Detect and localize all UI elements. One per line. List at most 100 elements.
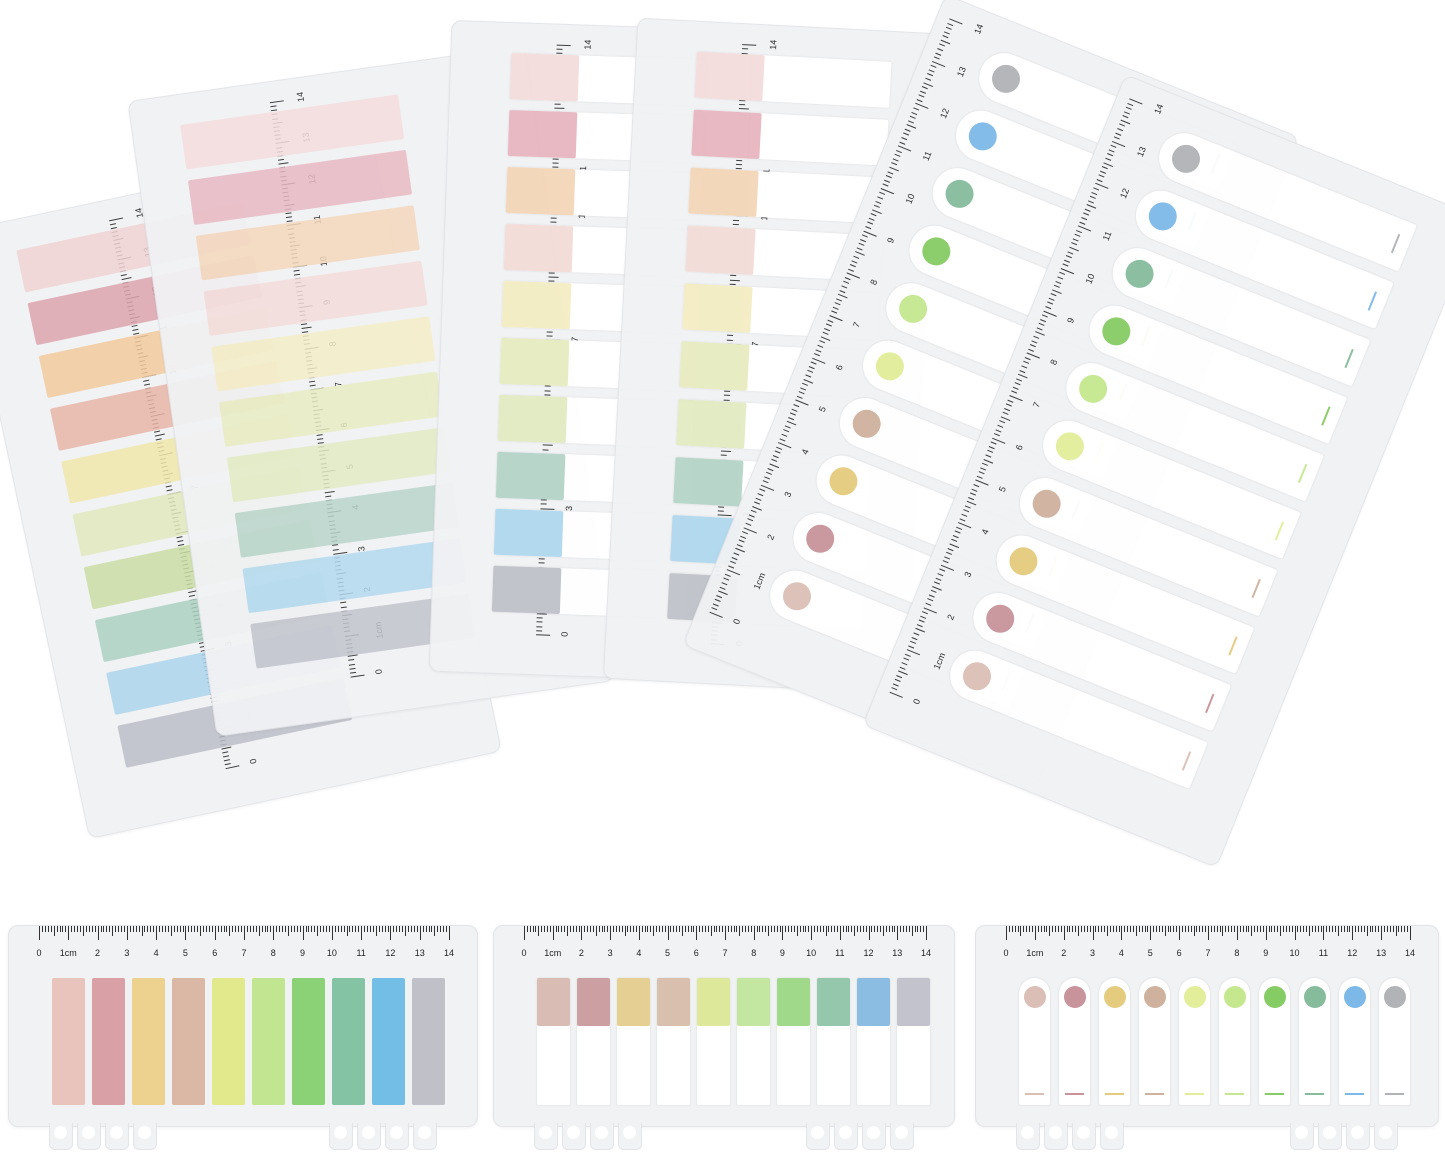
ruler-tick xyxy=(900,926,902,932)
sticky-tab xyxy=(1299,978,1330,1105)
sticky-tab xyxy=(697,978,730,1105)
tab-line xyxy=(1274,521,1285,541)
ruler-tick xyxy=(650,926,652,932)
ruler-tick xyxy=(85,926,87,932)
ruler-tick xyxy=(554,107,565,110)
ruler-tick xyxy=(1040,926,1042,932)
color-dot xyxy=(958,657,996,695)
ruler-tick xyxy=(569,926,571,932)
ruler-tick xyxy=(270,926,272,932)
tab-line xyxy=(1344,348,1354,368)
ruler-tick xyxy=(720,450,731,453)
ruler-tick xyxy=(270,105,277,108)
ruler-tick xyxy=(748,514,755,518)
color-dot xyxy=(1263,986,1286,1008)
ruler-label: 9 xyxy=(1065,315,1077,325)
ruler-tick xyxy=(1144,926,1146,932)
ruler-tick xyxy=(1138,926,1140,932)
ruler-tick xyxy=(121,277,132,281)
ruler-label: 5 xyxy=(1147,948,1153,958)
ruler-tick xyxy=(166,489,173,492)
hanging-notch xyxy=(590,1123,614,1150)
ruler-label: 9 xyxy=(300,948,306,958)
ruler-tick xyxy=(1337,926,1339,936)
tab-color-strip xyxy=(685,225,756,276)
ruler-tick xyxy=(814,926,815,932)
ruler: 0 1cm 2 3 4 5 6 7 8 9 10 11 12 13 14 xyxy=(521,926,932,966)
ruler-tick xyxy=(1058,272,1065,276)
ruler-tick xyxy=(1026,926,1028,932)
sticky-tab xyxy=(1219,978,1250,1105)
ruler-label: 11 xyxy=(1318,948,1329,958)
ruler-tick xyxy=(890,162,897,166)
ruler-tick xyxy=(1017,373,1028,379)
ruler-tick xyxy=(923,926,925,932)
ruler-tick xyxy=(745,926,747,932)
ruler-label: 13 xyxy=(892,948,903,958)
ruler-tick xyxy=(607,926,609,932)
hanging-notch xyxy=(534,1123,558,1150)
ruler-tick xyxy=(276,926,278,932)
ruler-tick xyxy=(1118,926,1120,932)
ruler-tick xyxy=(1280,926,1282,936)
ruler-label: 10 xyxy=(326,948,337,958)
ruler-tick xyxy=(927,598,934,602)
ruler-tick xyxy=(724,390,731,393)
color-dot xyxy=(1051,427,1089,465)
ruler-tick xyxy=(241,926,243,932)
ruler-tick xyxy=(1303,926,1305,932)
ruler-tick xyxy=(624,926,626,936)
ruler-tick xyxy=(1334,926,1336,932)
ruler-tick xyxy=(419,926,421,940)
ruler-label: 4 xyxy=(799,447,811,457)
ruler-tick xyxy=(1170,926,1172,932)
ruler-tick xyxy=(129,926,131,932)
ruler-tick xyxy=(273,926,275,940)
ruler-tick xyxy=(947,547,954,551)
ruler-tick xyxy=(920,90,927,94)
ruler-label: 14 xyxy=(582,39,593,50)
ruler-tick xyxy=(825,323,832,327)
ruler-tick xyxy=(658,926,660,932)
ruler-label: 11 xyxy=(835,948,845,958)
ruler-tick xyxy=(350,674,365,678)
ruler-tick xyxy=(710,926,712,936)
ruler-label: 8 xyxy=(270,948,276,958)
ruler-tick xyxy=(791,408,798,412)
ruler-tick xyxy=(548,272,555,274)
ruler-tick xyxy=(719,586,726,590)
ruler-tick xyxy=(1132,926,1134,932)
ruler-tick xyxy=(779,926,781,932)
ruler-tick xyxy=(1398,926,1400,932)
ruler-tick xyxy=(1320,926,1322,932)
ruler-tick xyxy=(882,183,889,187)
ruler-tick xyxy=(164,926,166,932)
ruler-tick xyxy=(925,602,932,606)
ruler-tick xyxy=(393,926,395,932)
ruler-tick xyxy=(913,107,920,111)
ruler-tick xyxy=(1213,926,1215,932)
ruler-tick xyxy=(903,657,910,662)
ruler-tick xyxy=(200,926,202,936)
color-dot xyxy=(1223,986,1246,1008)
ruler-tick xyxy=(538,562,545,564)
ruler-tick xyxy=(1401,926,1403,932)
ruler-tick xyxy=(933,56,940,60)
ruler-label: 11 xyxy=(356,948,366,958)
ruler-label: 0 xyxy=(247,757,259,765)
ruler-tick xyxy=(323,926,325,932)
ruler-label: 2 xyxy=(765,532,777,541)
ruler-tick xyxy=(1251,926,1253,936)
ruler-tick xyxy=(644,926,646,932)
ruler-tick xyxy=(1093,187,1100,191)
ruler-tick xyxy=(1029,344,1036,348)
ruler-tick xyxy=(1115,132,1122,136)
ruler-tick xyxy=(94,926,96,932)
ruler-tick xyxy=(1309,926,1310,936)
product-card-dot-tabs: 0 1cm 2 3 4 5 6 7 8 9 10 11 12 13 14 xyxy=(975,925,1439,1150)
ruler-tick xyxy=(714,599,721,603)
sticky-tab xyxy=(52,978,85,1105)
ruler-tick xyxy=(1117,128,1124,132)
ruler-label: 6 xyxy=(1176,948,1182,958)
ruler-tick xyxy=(910,640,916,645)
